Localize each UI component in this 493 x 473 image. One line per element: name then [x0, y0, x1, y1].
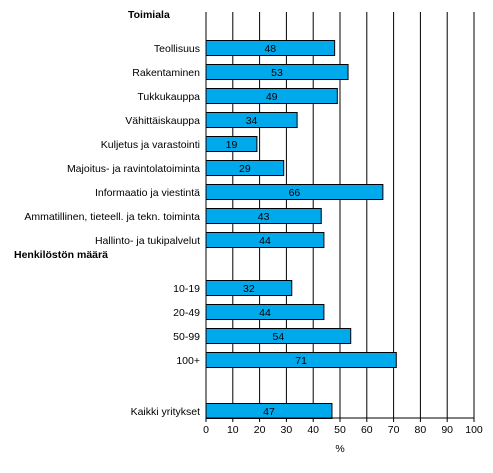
x-axis-ticks: 0 10 20 30 40 50 60 70 80 90 100	[203, 12, 483, 436]
bar-value-label: 44	[259, 235, 271, 247]
category-label: Majoitus- ja ravintolatoiminta	[67, 163, 200, 175]
category-label: Kaikki yritykset	[131, 406, 201, 418]
category-label: Hallinto- ja tukipalvelut	[95, 235, 200, 247]
x-tick-label: 10	[227, 424, 239, 436]
category-label: Rakentaminen	[132, 67, 200, 79]
group-label: Henkilöstön määrä	[14, 249, 108, 261]
bar-value-label: 48	[264, 43, 276, 55]
bar-value-label: 54	[273, 331, 285, 343]
category-label: Tukkukauppa	[137, 91, 200, 103]
bar-value-label: 49	[266, 91, 278, 103]
bar-value-label: 53	[271, 67, 283, 79]
bar-value-label: 32	[243, 283, 255, 295]
category-label: 100+	[176, 355, 200, 367]
x-axis-title: %	[335, 443, 344, 455]
category-label: Kuljetus ja varastointi	[101, 139, 200, 151]
x-tick-label: 20	[254, 424, 266, 436]
category-label: Ammatillinen, tieteell. ja tekn. toimint…	[24, 211, 200, 223]
category-label: 20-49	[173, 307, 200, 319]
x-tick-label: 80	[415, 424, 427, 436]
category-labels: Toimiala Teollisuus Rakentaminen Tukkukaupp…	[14, 9, 200, 418]
bar-value-label: 34	[246, 115, 258, 127]
x-tick-label: 100	[465, 424, 483, 436]
x-tick-label: 50	[334, 424, 346, 436]
group-label: Toimiala	[128, 9, 170, 21]
category-label: Teollisuus	[154, 43, 200, 55]
category-label: 10-19	[173, 283, 200, 295]
x-tick-label: 70	[388, 424, 400, 436]
bar-value-label: 66	[289, 187, 301, 199]
bar-value-label: 43	[258, 211, 270, 223]
x-tick-label: 30	[281, 424, 293, 436]
x-tick-label: 90	[441, 424, 453, 436]
bar-value-label: 47	[263, 406, 275, 418]
category-label: Informaatio ja viestintä	[95, 187, 200, 199]
x-tick-label: 0	[203, 424, 209, 436]
category-label: 50-99	[173, 331, 200, 343]
bar-value-label: 71	[295, 355, 307, 367]
x-tick-label: 60	[361, 424, 373, 436]
bar-value-label: 19	[226, 139, 238, 151]
category-label: Vähittäiskauppa	[125, 115, 200, 127]
bar-value-label: 44	[259, 307, 271, 319]
bar-value-label: 29	[239, 163, 251, 175]
x-tick-label: 40	[307, 424, 319, 436]
